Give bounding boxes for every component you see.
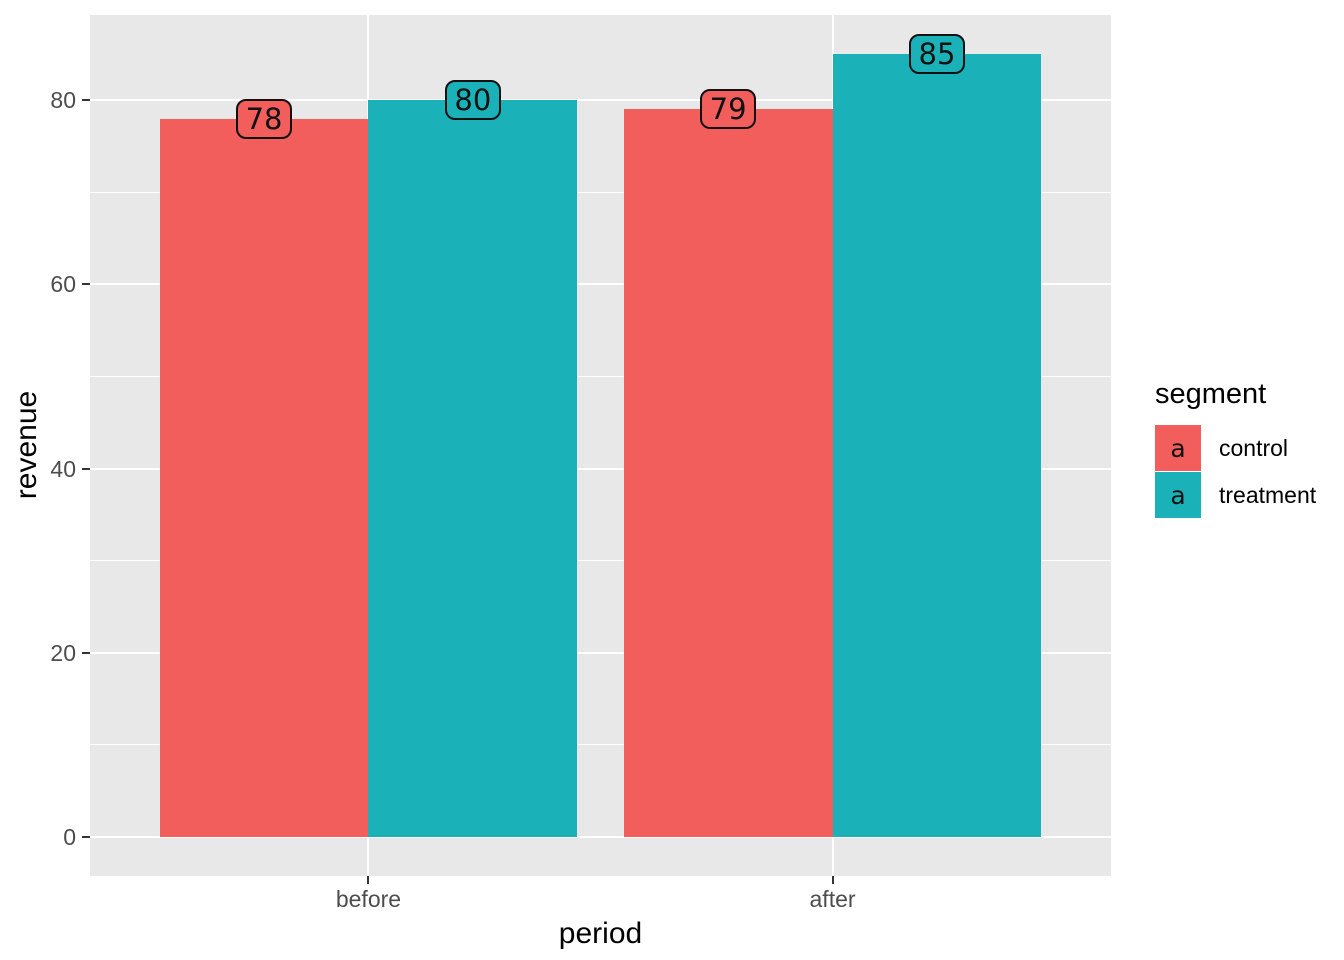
gridline-major-y-80: [90, 99, 1111, 102]
gridline-major-y-40: [90, 467, 1111, 470]
bar-value-label-before-treatment: 80: [444, 80, 501, 121]
y-tick-20: [82, 651, 90, 654]
legend-key-treatment: a: [1155, 472, 1201, 518]
legend-label-treatment: treatment: [1219, 481, 1317, 508]
x-tick-label-before: before: [335, 886, 402, 912]
legend-key-glyph: a: [1170, 433, 1186, 463]
gridline-major-y-0: [90, 835, 1111, 838]
y-tick-label-40: 40: [50, 455, 76, 482]
x-tick-after: [831, 876, 834, 884]
legend-title: segment: [1155, 378, 1267, 410]
x-axis-title: period: [558, 917, 643, 950]
bar-value-label-after-treatment: 85: [908, 34, 965, 75]
y-tick-label-0: 0: [63, 823, 76, 850]
y-tick-60: [82, 283, 90, 286]
bar-value-label-after-control: 79: [700, 89, 757, 130]
y-tick-40: [82, 467, 90, 470]
gridline-minor-y-10: [90, 744, 1111, 746]
bar-value-label-before-control: 78: [236, 98, 293, 139]
y-tick-0: [82, 835, 90, 838]
y-tick-label-60: 60: [50, 271, 76, 298]
gridline-major-y-60: [90, 283, 1111, 286]
x-tick-before: [367, 876, 370, 884]
legend-item-treatment: a treatment: [1155, 472, 1316, 518]
y-tick-label-80: 80: [50, 87, 76, 114]
bar-after-treatment: [832, 54, 1042, 837]
gridline-minor-y-30: [90, 560, 1111, 562]
plot-panel: [90, 15, 1111, 876]
bar-before-control: [159, 118, 369, 837]
gridline-minor-y-50: [90, 375, 1111, 377]
y-tick-label-20: 20: [50, 639, 76, 666]
bar-before-treatment: [368, 100, 578, 837]
bar-after-control: [623, 109, 833, 837]
legend-item-control: a control: [1155, 425, 1316, 471]
legend-key-control: a: [1155, 425, 1201, 471]
legend-label-control: control: [1219, 434, 1289, 461]
gridline-major-y-20: [90, 651, 1111, 654]
gridline-minor-y-70: [90, 191, 1111, 193]
legend-key-glyph: a: [1170, 480, 1186, 510]
y-axis-title: revenue: [10, 390, 43, 500]
legend: segment a control a treatment: [1155, 378, 1316, 519]
x-tick-label-after: after: [809, 886, 856, 912]
y-tick-80: [82, 99, 90, 102]
